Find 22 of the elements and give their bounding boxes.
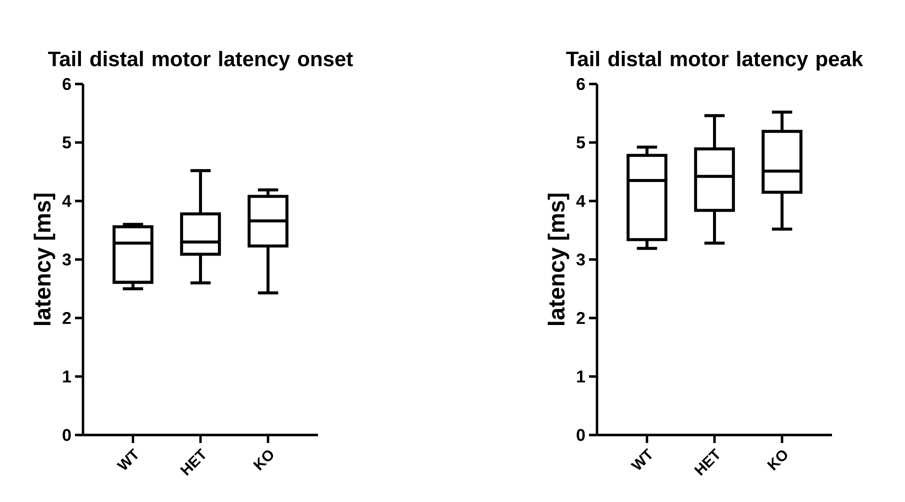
y-tick-label: 0 <box>576 428 585 442</box>
y-tick-label: 0 <box>62 428 71 442</box>
x-tick-label: WT <box>116 448 138 470</box>
y-tick-label: 3 <box>62 253 71 266</box>
x-tick-label: KO <box>252 450 274 471</box>
y-tick-label: 1 <box>63 370 72 382</box>
y-tick-label: 5 <box>576 136 586 148</box>
chart-title: Tail distal motor latency peak <box>566 50 864 70</box>
x-tick-label: KO <box>766 450 788 471</box>
y-tick-label: 1 <box>577 370 586 382</box>
y-tick-label: 2 <box>62 312 71 324</box>
x-tick-label: WT <box>630 448 652 470</box>
y-tick-label: 2 <box>576 312 585 324</box>
y-tick-label: 6 <box>62 78 71 90</box>
y-tick-label: 4 <box>576 195 586 207</box>
y-axis-title: latency [ms] <box>34 194 56 325</box>
chart-title: Tail distal motor latency onset <box>48 50 353 70</box>
y-axis-title: latency [ms] <box>548 194 570 325</box>
y-tick-label: 6 <box>576 78 585 90</box>
y-tick-label: 3 <box>576 253 585 266</box>
y-tick-label: 4 <box>62 195 72 207</box>
y-tick-label: 5 <box>62 136 72 148</box>
